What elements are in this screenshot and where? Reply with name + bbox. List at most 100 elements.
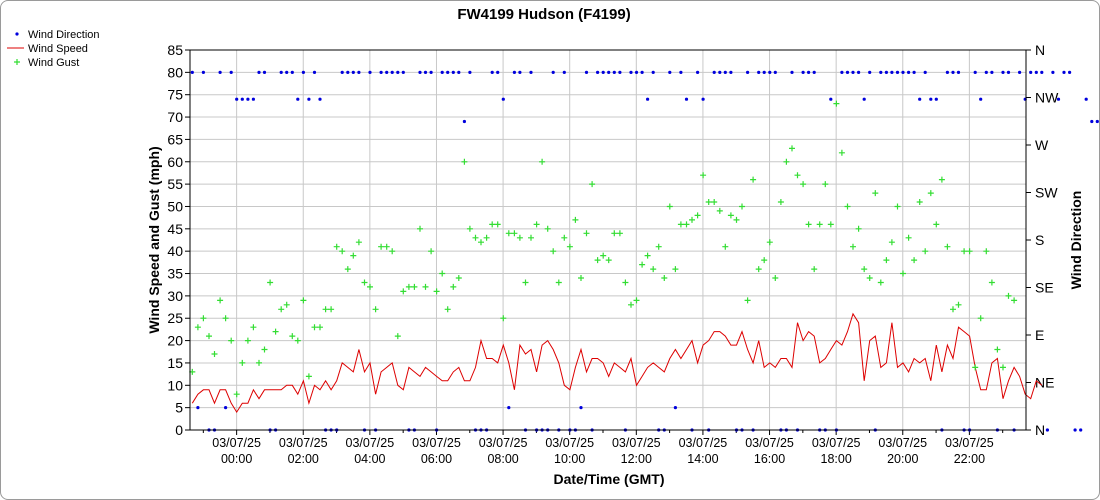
wind-direction-point [401,70,405,74]
wind-gust-point [755,266,762,273]
legend-marker-wind-gust [14,59,20,65]
wind-direction-point [790,70,794,74]
plot-area-border [189,49,1027,431]
x-tick-date: 03/07/25 [945,436,994,450]
wind-direction-point [773,70,777,74]
wind-direction-point [923,70,927,74]
wind-direction-point [596,70,600,74]
wind-gust-point [955,301,962,308]
wind-gust-point [233,391,240,398]
wind-gust-point [355,239,362,246]
wind-gust-point [944,243,951,250]
wind-direction-point [862,97,866,101]
wind-gust-point [211,351,218,357]
wind-gust-point [450,283,457,290]
wind-direction-point [357,70,361,74]
wind-direction-point [1062,70,1066,74]
y-tick-label: 0 [175,422,183,438]
wind-gust-point [350,252,357,259]
wind-direction-point [240,97,244,101]
wind-direction-point [651,70,655,74]
wind-gust-point [472,234,479,241]
wind-gust-point [217,297,224,304]
wind-direction-point [507,406,511,410]
wind-gust-point [833,100,840,107]
wind-direction-point [618,70,622,74]
wind-direction-point [1084,97,1088,101]
y2-axis-ticks: N NE E SE S SW W NW N [1026,42,1059,438]
wind-gust-point [261,346,268,353]
wind-gust-point [711,199,718,205]
wind-direction-point [501,97,505,101]
wind-direction-point [929,97,933,101]
wind-gust-point [611,230,618,237]
x-tick-date: 03/07/25 [479,436,528,450]
wind-gust-point [977,315,984,322]
wind-gust-point [367,283,373,290]
series-layer [189,70,1099,432]
wind-direction-point [196,406,200,410]
y-tick-label: 35 [167,266,183,282]
wind-direction-point [385,70,389,74]
wind-gust-point [511,230,518,237]
x-axis-title: Date/Time (GMT) [554,471,665,487]
wind-gust-point [278,306,285,313]
y-tick-label: 60 [167,154,183,170]
y2-tick-label: N [1035,42,1045,58]
wind-direction-point [518,70,522,74]
wind-gust-point [916,199,923,205]
wind-gust-point [1011,297,1018,304]
y2-axis-title: Wind Direction [1068,191,1084,290]
y2-tick-label: NW [1035,90,1059,106]
y-tick-label: 45 [167,221,183,237]
y2-tick-label: SW [1035,185,1058,201]
legend-label-wind-direction: Wind Direction [28,29,100,41]
wind-gust-point [206,333,212,340]
legend: Wind Direction Wind Speed Wind Gust [7,29,100,69]
wind-gust-point [666,203,673,210]
wind-gust-point [922,248,929,255]
wind-direction-point [1090,119,1094,124]
wind-gust-point [650,266,657,273]
wind-gust-point [361,279,368,286]
wind-direction-point [201,70,205,74]
wind-gust-point [428,248,435,255]
x-tick-time: 08:00 [487,452,518,466]
wind-gust-point [417,225,423,232]
wind-direction-point [579,406,583,410]
wind-gust-point [583,230,590,237]
wind-direction-point [901,70,905,74]
wind-gust-point [983,248,990,255]
x-tick-time: 22:00 [954,452,985,466]
x-tick-time: 16:00 [754,452,785,466]
wind-gust-point [561,234,568,241]
wind-gust-point [289,333,296,340]
wind-direction-point [945,70,950,74]
wind-direction-point [235,97,239,101]
wind-gust-point [600,252,607,259]
y-tick-label: 30 [167,288,183,304]
wind-direction-point [868,70,872,74]
wind-direction-point [218,70,222,74]
y-tick-label: 55 [167,176,183,192]
wind-direction-point [224,406,228,410]
x-tick-date: 03/07/25 [679,436,728,450]
wind-direction-point [307,97,311,101]
wind-direction-point [290,70,294,74]
y-tick-label: 5 [175,400,183,416]
wind-direction-point [440,70,444,74]
wind-gust-point [894,203,901,210]
wind-gust-point [555,279,562,286]
wind-direction-point [529,70,533,74]
wind-direction-point [696,70,700,74]
wind-direction-point [246,97,250,101]
x-tick-time: 10:00 [554,452,585,466]
wind-direction-point [634,70,639,74]
wind-gust-point [439,270,446,277]
wind-speed-line [191,312,1043,414]
wind-direction-point [851,70,855,74]
wind-gust-point [683,221,690,228]
wind-gust-point [633,297,640,304]
y-tick-label: 25 [167,310,183,326]
